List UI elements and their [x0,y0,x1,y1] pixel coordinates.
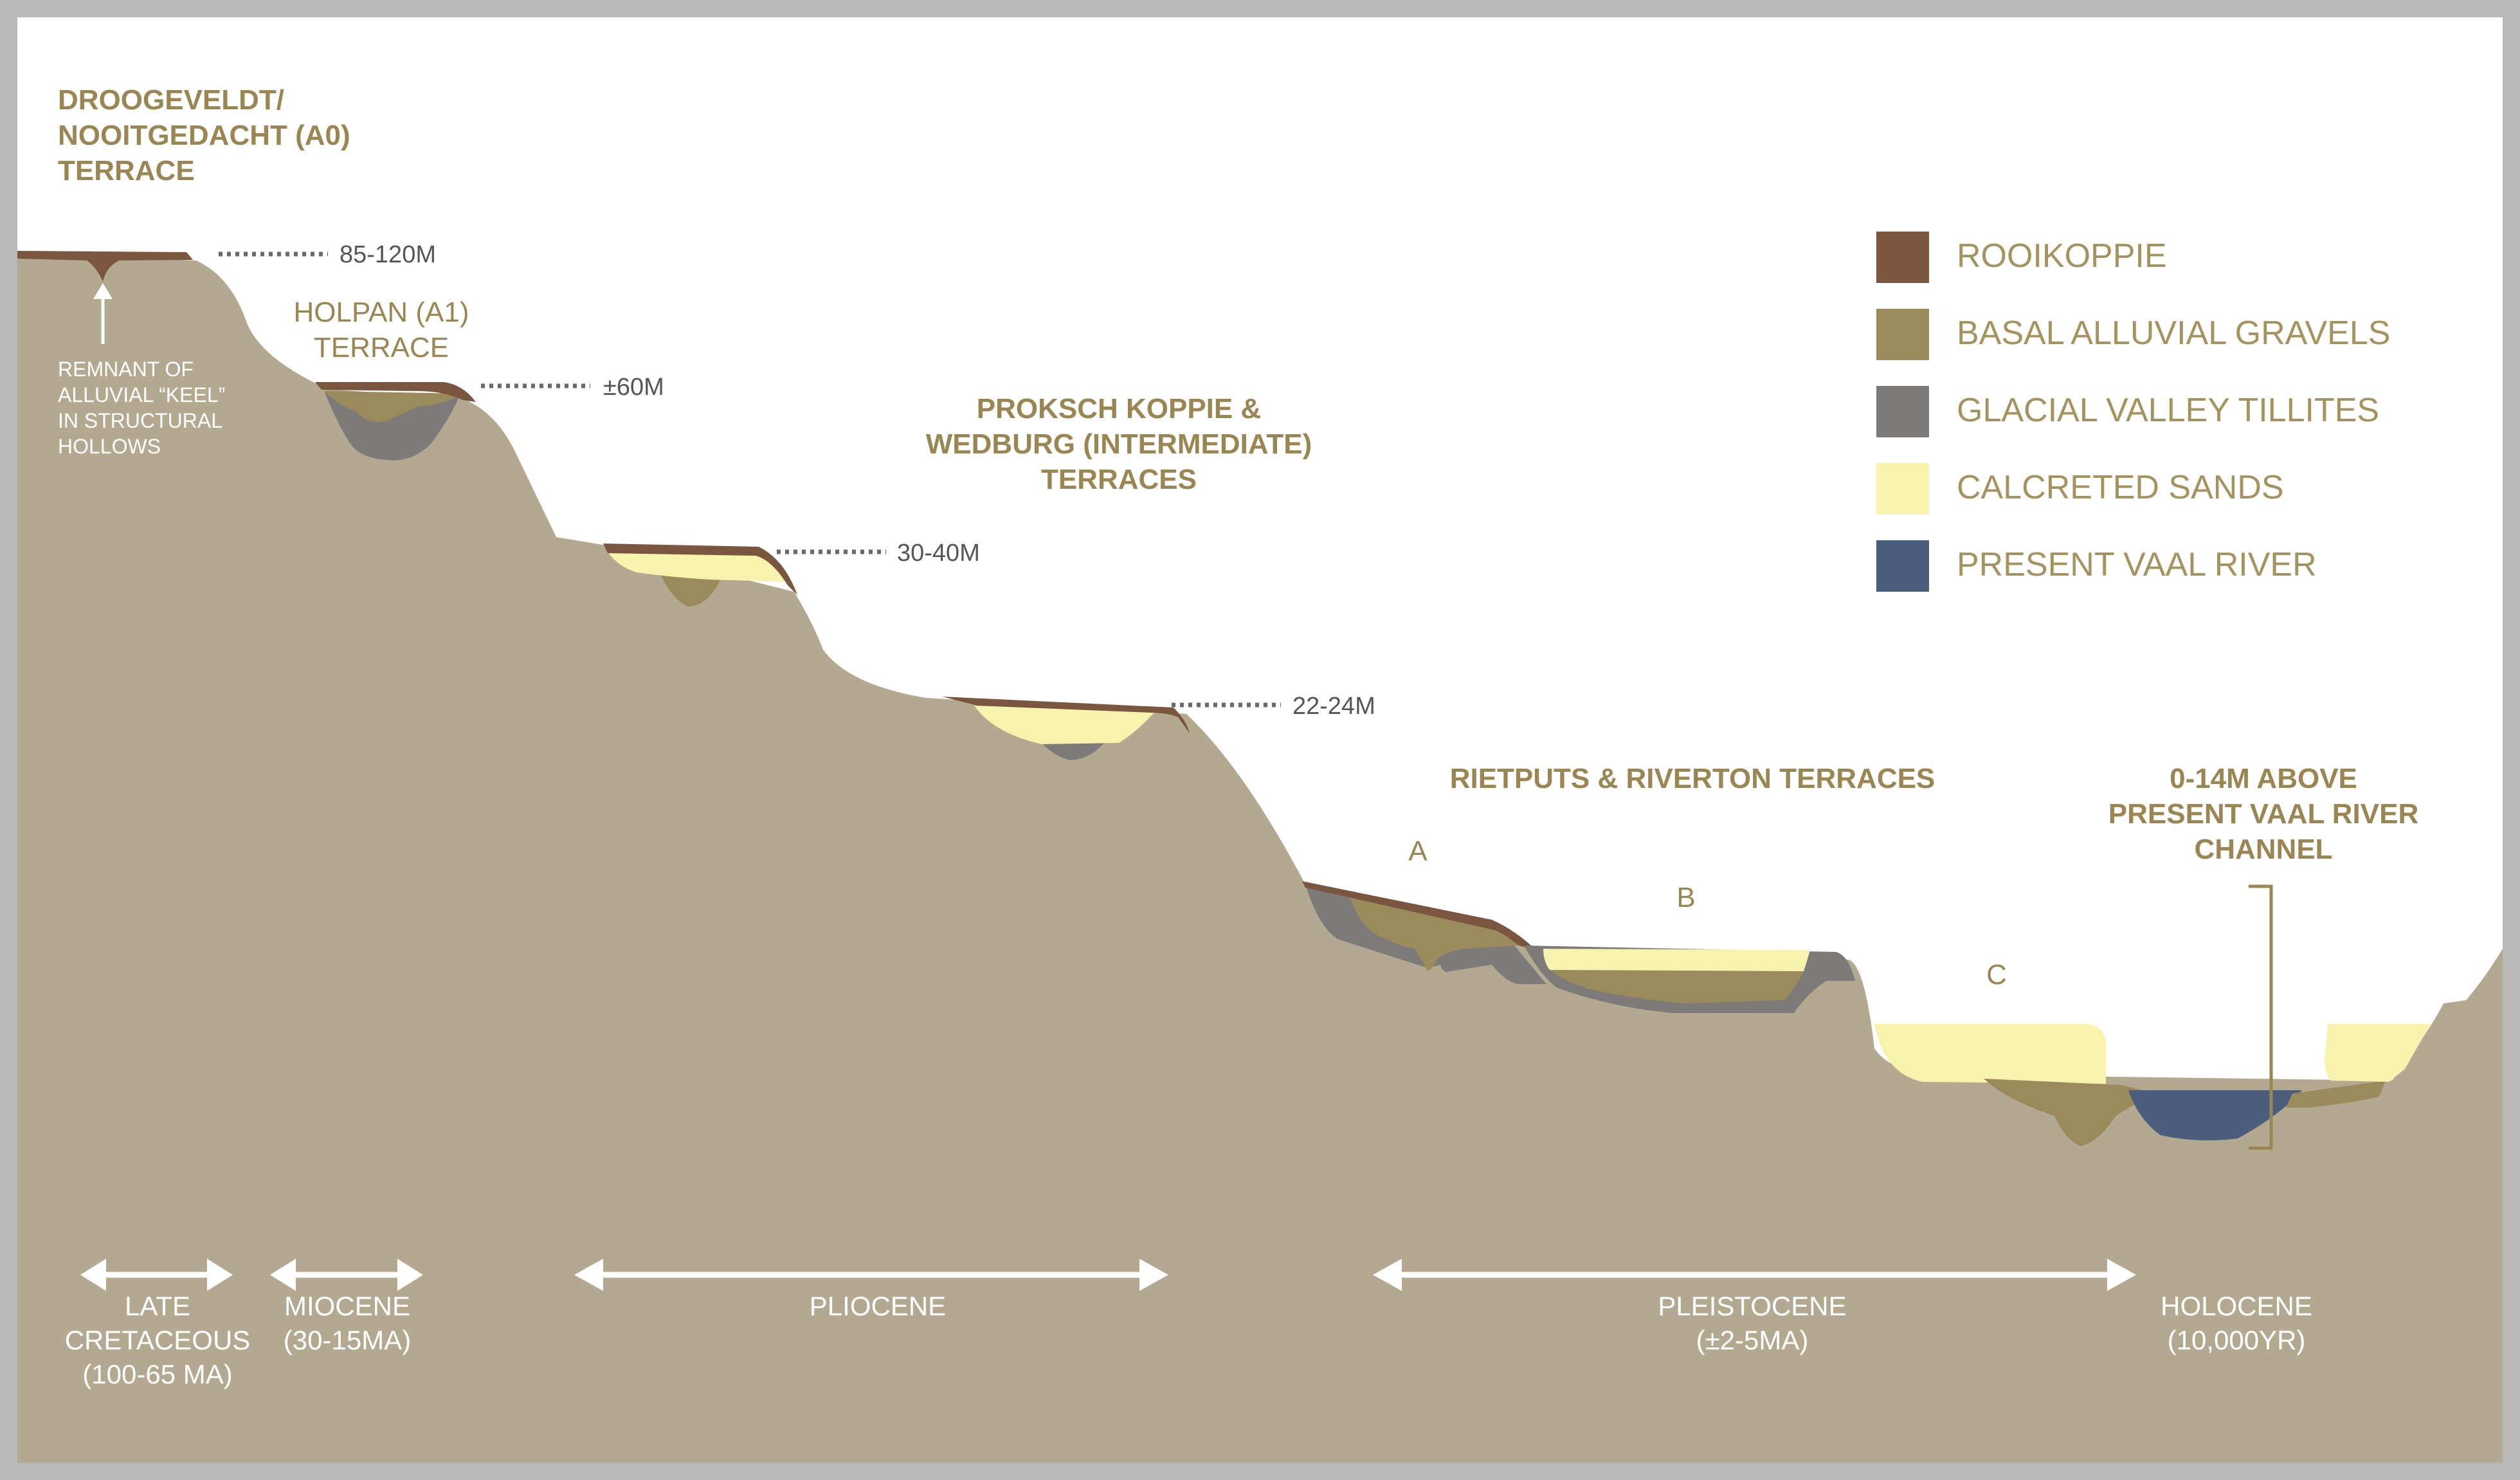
svg-text:LATE: LATE [125,1291,190,1321]
terrace-b-gravel [1550,970,1804,1003]
terrace-b-sand-layer [1543,949,1810,971]
t4-rooikoppie-layer [942,697,1190,733]
terrace-c-gravel-keel [1984,1079,2154,1146]
svg-text:REMNANT OF: REMNANT OF [58,358,194,381]
legend-label-rooikoppie: ROOIKOPPIE [1957,237,2167,275]
svg-text:(100-65 MA): (100-65 MA) [82,1359,232,1389]
svg-text:PROKSCH KOPPIE &: PROKSCH KOPPIE & [977,393,1262,425]
a1-gravel-fill [325,391,463,422]
intermediate-terraces-title: PROKSCH KOPPIE & WEDBURG (INTERMEDIATE) … [926,393,1312,495]
a0-rooikoppie-layer [17,251,193,282]
keel-pointer-arrow [93,283,113,344]
east-bank-sand-layer [2325,1024,2431,1082]
svg-text:ALLUVIAL “KEEL”: ALLUVIAL “KEEL” [58,383,225,407]
svg-text:MIOCENE: MIOCENE [284,1291,410,1321]
elevation-label-30-40m: 30-40M [897,540,980,567]
terrace-a-gravel [1347,891,1521,971]
a1-terrace-title: HOLPAN (A1) TERRACE [293,297,469,363]
svg-text:WEDBURG (INTERMEDIATE): WEDBURG (INTERMEDIATE) [926,428,1312,460]
svg-text:PLEISTOCENE: PLEISTOCENE [1658,1291,1846,1321]
svg-text:HOLOCENE: HOLOCENE [2161,1291,2312,1321]
a1-rooikoppie-layer [315,382,476,402]
terrace-a-label: A [1408,836,1428,867]
legend-label-basal-gravels: BASAL ALLUVIAL GRAVELS [1957,315,2390,352]
svg-text:CRETACEOUS: CRETACEOUS [65,1325,251,1355]
legend-label-tillites: GLACIAL VALLEY TILLITES [1957,392,2379,429]
legend-swatch-tillites [1876,386,1929,437]
terrace-b-label: B [1676,882,1695,913]
a0-terrace-title: DROOGEVELDT/ NOOITGEDACHT (A0) TERRACE [58,84,350,187]
svg-text:TERRACE: TERRACE [58,155,195,187]
legend-swatch-calcreted-sands [1876,463,1929,515]
east-bank-gravel [2286,1081,2386,1108]
present-vaal-river [2128,1090,2302,1141]
elevation-label-22-24m: 22-24M [1292,693,1375,720]
svg-text:(10,000YR): (10,000YR) [2168,1325,2306,1355]
svg-text:TERRACE: TERRACE [314,332,449,363]
present-channel-bracket [2249,884,2273,1150]
svg-text:DROOGEVELDT/: DROOGEVELDT/ [58,84,284,116]
terrace-c-label: C [1986,959,2007,991]
present-channel-title: 0-14M ABOVE PRESENT VAAL RIVER CHANNEL [2108,763,2418,865]
svg-text:CHANNEL: CHANNEL [2194,834,2332,865]
svg-text:(±2-5MA): (±2-5MA) [1696,1325,1809,1355]
period-label-pliocene: PLIOCENE [810,1291,946,1321]
t3-sand-layer [608,552,788,582]
period-arrow-miocene [270,1259,423,1291]
period-label-late-cretaceous: LATE CRETACEOUS (100-65 MA) [65,1291,251,1389]
svg-text:IN STRUCTURAL: IN STRUCTURAL [58,409,222,432]
period-label-miocene: MIOCENE (30-15MA) [284,1291,411,1355]
legend-label-calcreted-sands: CALCRETED SANDS [1957,469,2284,506]
terrace-a-rooikoppie-layer [1302,881,1537,951]
t4-sand-layer [974,706,1154,744]
legend-swatch-vaal-river [1876,540,1929,592]
legend: ROOIKOPPIE BASAL ALLUVIAL GRAVELS GLACIA… [1876,232,2390,592]
period-label-holocene: HOLOCENE (10,000YR) [2161,1291,2312,1355]
keel-remnant-note: REMNANT OF ALLUVIAL “KEEL” IN STRUCTURAL… [58,358,225,458]
elevation-label-85-120m: 85-120M [340,241,436,268]
period-arrow-pliocene [574,1259,1168,1291]
elevation-label-60m: ±60M [603,374,664,401]
legend-label-vaal-river: PRESENT VAAL RIVER [1957,546,2317,583]
svg-text:(30-15MA): (30-15MA) [284,1325,411,1355]
svg-text:HOLPAN (A1): HOLPAN (A1) [293,297,469,328]
period-label-pleistocene: PLEISTOCENE (±2-5MA) [1658,1291,1846,1355]
legend-swatch-basal-gravels [1876,309,1929,360]
legend-swatch-rooikoppie [1876,232,1929,283]
t3-rooikoppie-layer [603,544,797,595]
svg-text:0-14M ABOVE: 0-14M ABOVE [2170,763,2357,794]
period-arrow-late-cretaceous [80,1259,233,1291]
period-arrow-pleistocene [1373,1259,2136,1291]
svg-text:TERRACES: TERRACES [1041,464,1197,495]
rietputs-riverton-title: RIETPUTS & RIVERTON TERRACES [1450,763,1935,794]
terrace-c-sand-layer [1874,1024,2106,1084]
svg-text:HOLLOWS: HOLLOWS [58,435,161,458]
svg-text:NOOITGEDACHT (A0): NOOITGEDACHT (A0) [58,120,350,151]
svg-text:PRESENT VAAL RIVER: PRESENT VAAL RIVER [2108,798,2418,830]
